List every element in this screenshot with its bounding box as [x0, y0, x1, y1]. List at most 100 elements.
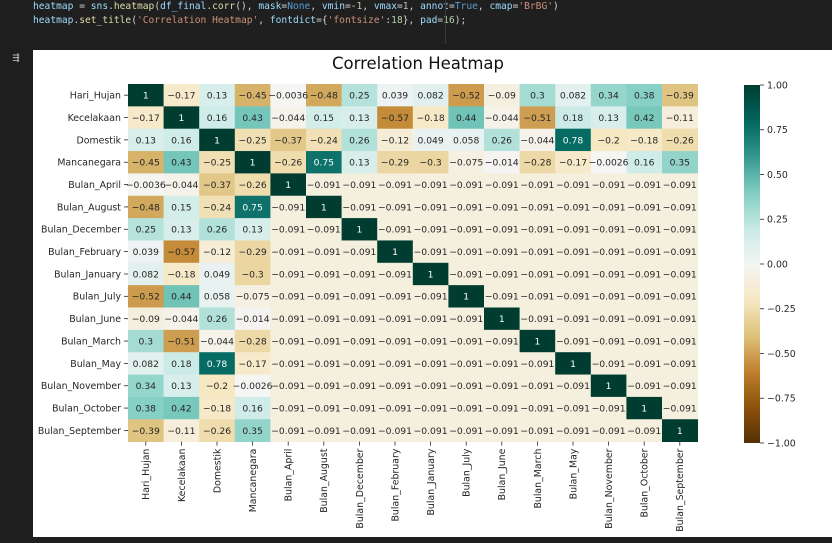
- heatmap-cell: [234, 128, 271, 152]
- cell-annotation: −0.091: [592, 180, 626, 191]
- heatmap-cell: [519, 307, 556, 331]
- row-label: Kecelakaan: [68, 113, 121, 124]
- cell-annotation: −0.091: [342, 381, 376, 392]
- column-label: Mancanegara: [248, 449, 259, 513]
- cell-annotation: −0.091: [449, 269, 483, 280]
- heatmap-cell: [199, 106, 236, 130]
- heatmap-cell: [519, 128, 556, 152]
- heatmap-cell: [412, 218, 449, 241]
- cell-annotation: −0.091: [414, 359, 448, 370]
- cell-annotation: −0.29: [381, 158, 409, 169]
- heatmap-cell: [234, 151, 271, 174]
- heatmap-cell: [662, 84, 698, 107]
- heatmap-cell: [306, 106, 342, 130]
- cell-annotation: 0.16: [207, 113, 228, 124]
- cell-annotation: −0.091: [663, 359, 697, 370]
- heatmap-cell: [306, 307, 342, 331]
- cell-annotation: −0.091: [342, 359, 376, 370]
- cell-annotation: −0.091: [485, 336, 519, 347]
- cell-annotation: 0.18: [171, 359, 192, 370]
- row-label: Bulan_November: [41, 381, 121, 392]
- heatmap-cell: [163, 262, 200, 286]
- cell-annotation: −0.091: [378, 269, 412, 280]
- cell-annotation: 0.082: [133, 269, 159, 280]
- heatmap-cell: [519, 173, 556, 197]
- row-label: Bulan_July: [73, 292, 122, 303]
- heatmap-cell: [662, 106, 698, 130]
- cell-annotation: −0.091: [627, 314, 661, 325]
- cell-annotation: −0.091: [627, 269, 661, 280]
- cell-annotation: 0.25: [136, 225, 157, 236]
- heatmap-cell: [412, 128, 449, 152]
- cell-annotation: −0.091: [414, 180, 448, 191]
- cell-annotation: −0.091: [378, 202, 412, 213]
- cell-annotation: −0.17: [167, 91, 195, 102]
- column-label: Bulan_May: [568, 448, 579, 499]
- heatmap-cell: [448, 329, 485, 353]
- cell-annotation: −0.09: [488, 91, 516, 102]
- heatmap-cell: [341, 128, 378, 152]
- cell-annotation: −0.091: [307, 247, 341, 258]
- output-toggle-icon[interactable]: ⇶: [12, 50, 20, 64]
- heatmap-cell: [128, 195, 164, 219]
- heatmap-cell: [341, 218, 378, 241]
- cell-annotation: 0.26: [349, 135, 370, 146]
- heatmap-cell: [412, 262, 449, 286]
- cell-annotation: 0.3: [138, 336, 153, 347]
- code-cell[interactable]: heatmap = sns.heatmap(df_final.corr(), m…: [0, 0, 832, 44]
- row-label: Bulan_December: [41, 225, 121, 236]
- cell-annotation: −0.091: [556, 269, 590, 280]
- code-line-2: heatmap.set_title('Correlation Heatmap',…: [33, 15, 467, 26]
- cell-annotation: −0.091: [520, 225, 554, 236]
- heatmap-cell: [519, 84, 556, 107]
- cell-annotation: −0.0026: [233, 381, 273, 392]
- heatmap-cell: [626, 262, 663, 286]
- cell-annotation: −0.091: [627, 426, 661, 437]
- cell-annotation: 0.78: [207, 359, 228, 370]
- heatmap-cell: [163, 285, 200, 308]
- cell-annotation: −0.091: [627, 180, 661, 191]
- cell-annotation: −0.37: [203, 180, 231, 191]
- colorbar-tick-label: 0.75: [767, 125, 788, 136]
- cell-annotation: −0.51: [523, 113, 551, 124]
- heatmap-cell: [519, 106, 556, 130]
- cell-annotation: 1: [606, 381, 612, 392]
- heatmap-cell: [555, 329, 592, 353]
- heatmap-cell: [306, 151, 342, 174]
- heatmap-cell: [555, 195, 592, 219]
- heatmap-cell: [234, 329, 271, 353]
- cell-annotation: 0.38: [136, 403, 157, 414]
- heatmap-cell: [590, 84, 627, 107]
- cell-annotation: −0.091: [592, 314, 626, 325]
- column-label: Bulan_April: [284, 449, 295, 502]
- cell-annotation: −0.0036: [126, 180, 166, 191]
- cell-annotation: −0.091: [378, 426, 412, 437]
- cell-annotation: −0.091: [592, 292, 626, 303]
- cell-annotation: −0.28: [523, 158, 551, 169]
- cell-annotation: −0.091: [556, 202, 590, 213]
- heatmap-cell: [306, 218, 342, 241]
- column-label: Bulan_August: [319, 448, 330, 512]
- heatmap-cell: [662, 195, 698, 219]
- heatmap-cell: [199, 419, 236, 442]
- cell-annotation: −0.091: [592, 403, 626, 414]
- heatmap-cell: [626, 329, 663, 353]
- heatmap-cell: [306, 128, 342, 152]
- cell-annotation: −0.091: [342, 403, 376, 414]
- cell-annotation: 0.42: [171, 403, 191, 414]
- heatmap-cell: [341, 106, 378, 130]
- cell-annotation: 1: [214, 135, 220, 146]
- cell-annotation: −0.091: [520, 180, 554, 191]
- cell-annotation: −0.091: [271, 336, 305, 347]
- heatmap-cell: [555, 307, 592, 331]
- heatmap-cell: [341, 396, 378, 420]
- cell-annotation: −0.3: [241, 269, 263, 280]
- heatmap-cell: [234, 352, 271, 375]
- heatmap-cell: [128, 218, 164, 241]
- heatmap-cell: [484, 307, 520, 331]
- cell-annotation: 0.18: [563, 113, 584, 124]
- heatmap-cell: [341, 352, 378, 375]
- cell-annotation: −0.0026: [589, 158, 629, 169]
- cell-annotation: 0.26: [207, 314, 228, 325]
- heatmap-cell: [662, 173, 698, 197]
